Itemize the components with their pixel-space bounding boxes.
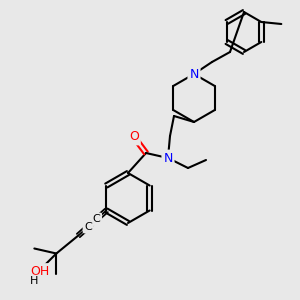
- Text: H: H: [30, 277, 38, 286]
- Text: C: C: [84, 222, 92, 232]
- Text: OH: OH: [31, 265, 50, 278]
- Text: O: O: [129, 130, 139, 143]
- Text: N: N: [163, 152, 173, 164]
- Text: N: N: [189, 68, 199, 80]
- Text: C: C: [93, 214, 101, 224]
